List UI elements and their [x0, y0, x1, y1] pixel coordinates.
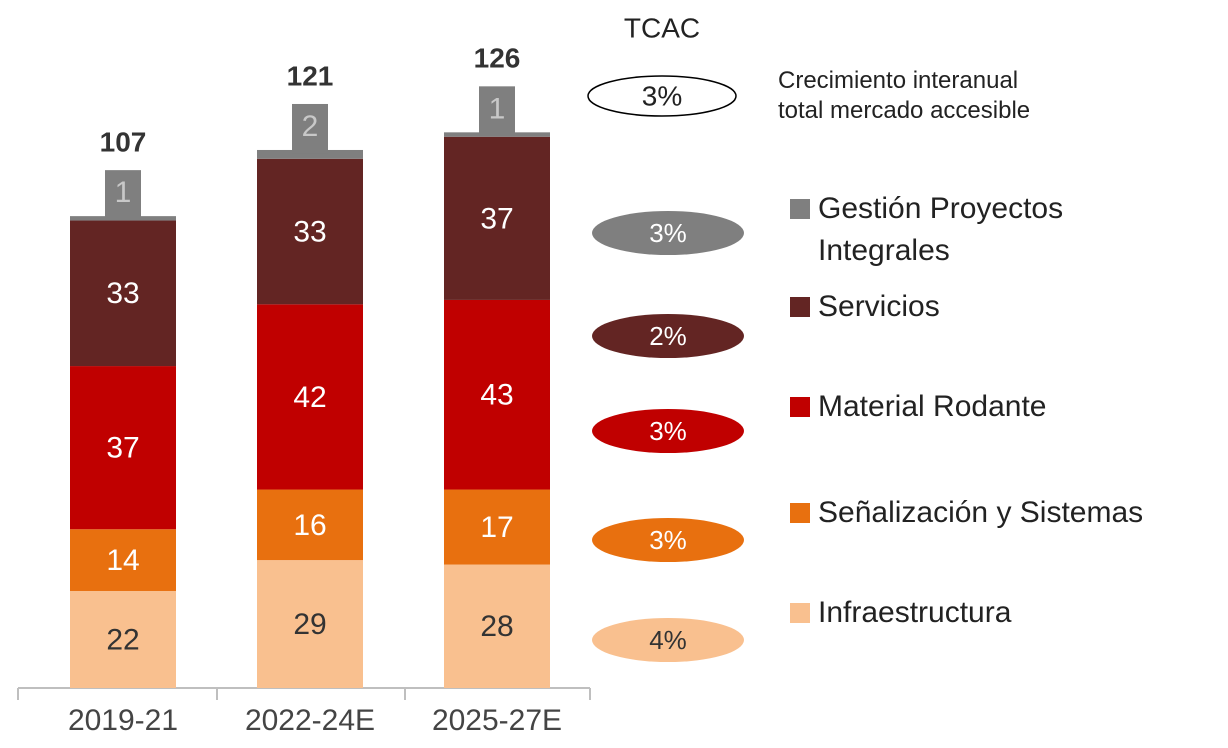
- cagr-bubble: [592, 518, 744, 562]
- cagr-label: 4%: [649, 625, 687, 655]
- x-tick-label: 2025-27E: [432, 704, 562, 737]
- bar-segment: [70, 366, 176, 530]
- cagr-label: 3%: [649, 218, 687, 248]
- bar-segment: [70, 590, 176, 688]
- legend-item: Señalización y Sistemas: [790, 492, 1210, 534]
- bar-segment: [70, 220, 176, 367]
- cagr-bubble: [592, 211, 744, 255]
- cagr-label: 3%: [649, 416, 687, 446]
- legend-label: Servicios: [818, 290, 940, 323]
- bar-segment: [257, 149, 363, 159]
- legend-swatch: [790, 503, 810, 523]
- cagr-label: 3%: [649, 525, 687, 555]
- cagr-bubble: [592, 409, 744, 453]
- legend-swatch: [790, 297, 810, 317]
- legend-swatch: [790, 397, 810, 417]
- data-label: 33: [106, 277, 139, 310]
- data-label: 28: [480, 610, 513, 643]
- bar-segment: [70, 529, 176, 591]
- legend-swatch: [790, 603, 810, 623]
- cagr-bubble: [587, 75, 737, 117]
- legend-label: Gestión Proyectos Integrales: [818, 192, 1064, 267]
- total-label: 121: [287, 60, 334, 91]
- cagr-title: TCAC: [624, 12, 700, 43]
- data-label: 43: [480, 379, 513, 412]
- legend-label: Material Rodante: [818, 390, 1047, 423]
- bar-segment: [444, 564, 550, 688]
- x-tick-label: 2022-24E: [245, 704, 375, 737]
- bar-segment: [444, 489, 550, 565]
- cagr-bubble: [592, 618, 744, 662]
- cagr-label: 2%: [649, 321, 687, 351]
- legend-item: Infraestructura: [790, 592, 1210, 634]
- legend-item: Gestión Proyectos Integrales: [790, 188, 1210, 272]
- data-label: 37: [106, 432, 139, 465]
- total-cagr-note: Crecimiento interanual total mercado acc…: [778, 66, 1030, 126]
- data-label: 16: [293, 509, 326, 542]
- note-line: total mercado accesible: [778, 97, 1031, 124]
- legend-item: Material Rodante: [790, 386, 1210, 428]
- x-tick-label: 2019-21: [68, 704, 178, 737]
- bar-segment: [444, 299, 550, 490]
- cagr-label: 3%: [642, 80, 682, 111]
- legend-swatch: [790, 199, 810, 219]
- bar-segment: [257, 158, 363, 305]
- data-label: 17: [480, 511, 513, 544]
- bar-segment: [444, 136, 550, 300]
- bar-segment: [257, 489, 363, 561]
- note-line: Crecimiento interanual: [778, 67, 1019, 94]
- label-box: [105, 170, 141, 221]
- total-label: 107: [100, 127, 147, 158]
- data-label: 29: [293, 608, 326, 641]
- data-label: 22: [106, 623, 139, 656]
- total-label: 126: [474, 43, 521, 74]
- cagr-bubble: [592, 314, 744, 358]
- data-label: 33: [293, 215, 326, 248]
- data-label: 1: [115, 176, 132, 209]
- bar-segment: [257, 304, 363, 490]
- data-label: 1: [489, 92, 506, 125]
- legend-label: Infraestructura: [818, 596, 1012, 629]
- bar-segment: [257, 560, 363, 688]
- label-box: [479, 86, 515, 137]
- data-label: 14: [106, 544, 139, 577]
- data-label: 37: [480, 202, 513, 235]
- legend-item: Servicios: [790, 286, 1210, 328]
- data-label: 42: [293, 381, 326, 414]
- label-box: [292, 103, 328, 154]
- data-label: 2: [302, 110, 319, 143]
- legend-label: Señalización y Sistemas: [818, 496, 1144, 529]
